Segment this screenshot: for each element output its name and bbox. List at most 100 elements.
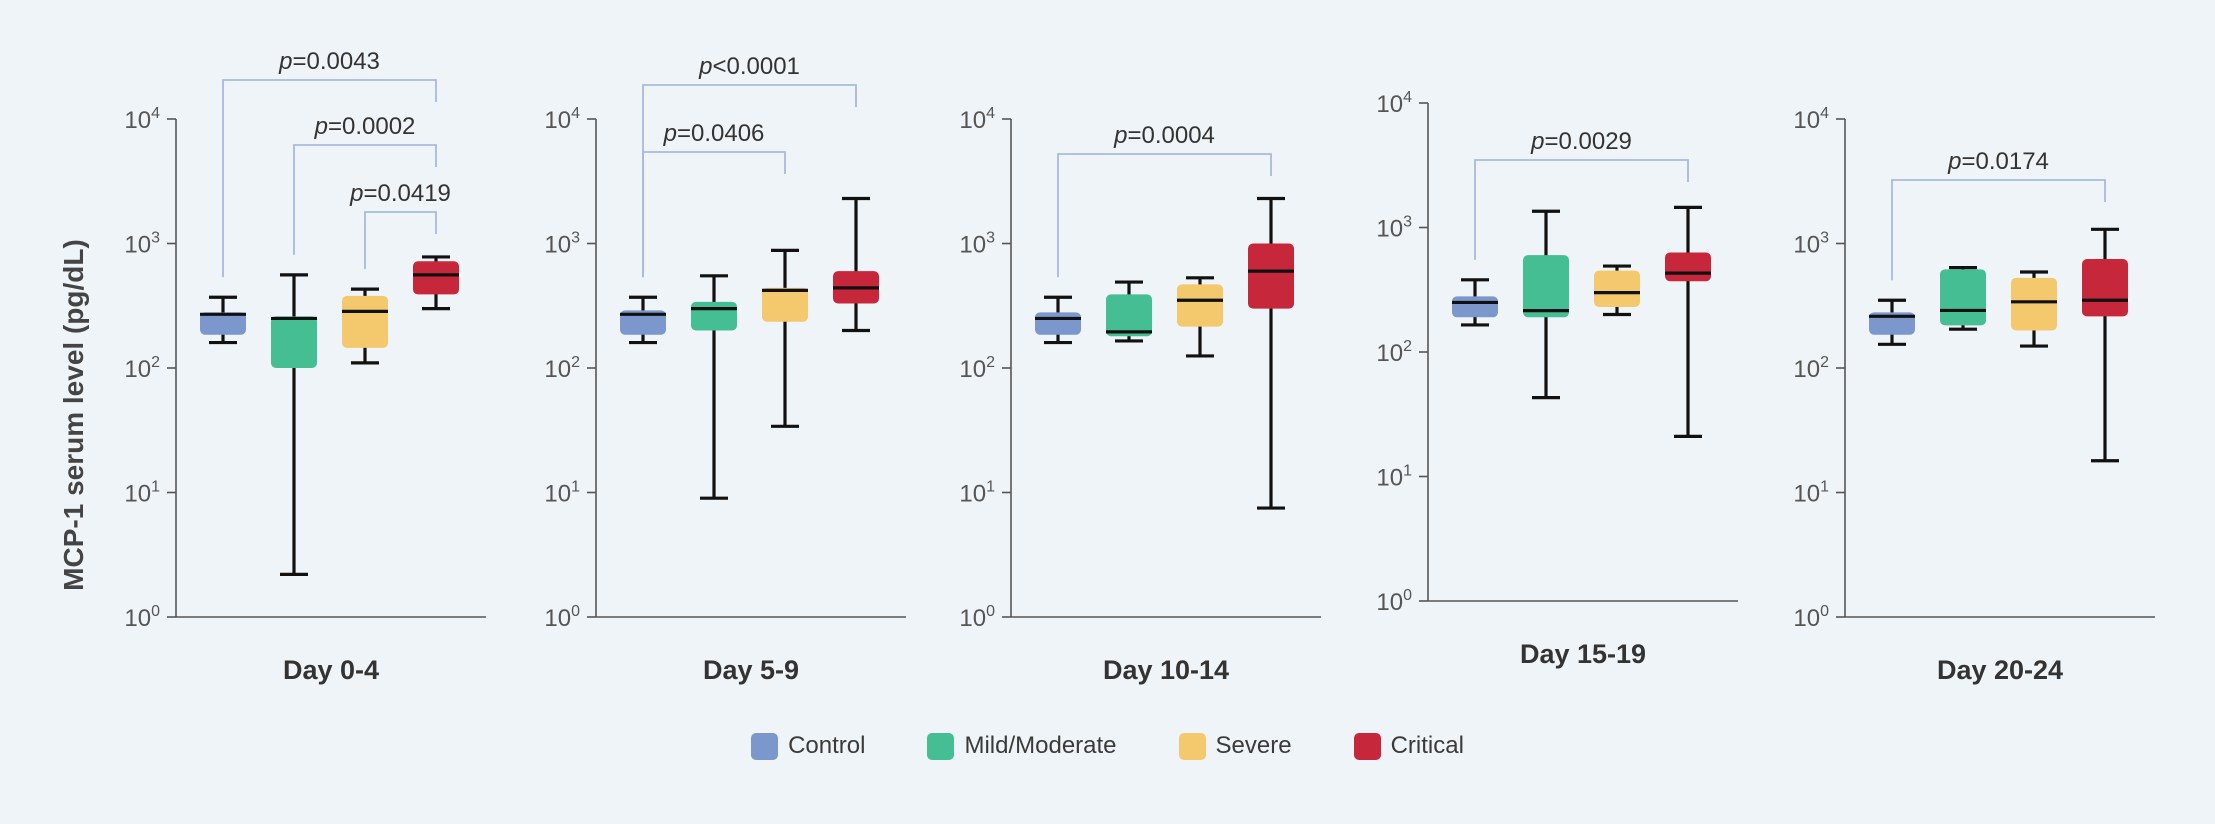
box-plot <box>1248 196 1294 510</box>
box <box>413 261 459 295</box>
p-value-label: p=0.0029 <box>1530 128 1632 155</box>
box <box>1940 269 1986 326</box>
significance-bracket: p=0.0043 <box>222 48 437 278</box>
box <box>200 312 246 335</box>
y-tick-label: 104 <box>544 105 580 134</box>
chart-legend: Control Mild/Moderate Severe Critical <box>0 732 2215 760</box>
box-plot <box>2082 227 2128 463</box>
y-tick-label: 100 <box>544 603 580 632</box>
significance-bracket: p=0.0174 <box>1891 148 2106 281</box>
panel-label: Day 5-9 <box>703 655 799 685</box>
panel: 100 101 102 103 104 Day 0-4 p=0.0043 p=0.0002 p=… <box>124 48 486 685</box>
box <box>1523 255 1569 318</box>
box <box>1452 296 1498 318</box>
y-tick-label: 103 <box>959 230 995 259</box>
legend-swatch <box>1178 732 1206 760</box>
significance-bracket: p=0.0004 <box>1057 122 1272 278</box>
y-tick-label: 104 <box>959 105 995 134</box>
y-tick-label: 104 <box>1793 105 1829 134</box>
box-plot <box>1106 280 1152 343</box>
box <box>620 310 666 335</box>
box-plot <box>691 274 737 500</box>
box-plot <box>342 287 388 365</box>
y-tick-label: 104 <box>124 105 160 134</box>
bracket-line <box>1474 159 1689 260</box>
bracket-line <box>364 211 437 270</box>
box-plot <box>200 295 246 345</box>
legend-swatch <box>751 732 779 760</box>
legend-label: Mild/Moderate <box>964 732 1117 759</box>
box <box>342 295 388 348</box>
box <box>691 301 737 331</box>
p-value-label: p=0.0004 <box>1113 122 1215 149</box>
y-tick-label: 104 <box>1376 89 1412 118</box>
y-tick-label: 102 <box>1376 338 1412 367</box>
y-tick-label: 100 <box>959 603 995 632</box>
box-plot <box>833 196 879 333</box>
box-plot <box>413 255 459 311</box>
box-plot <box>1452 278 1498 327</box>
box <box>1665 252 1711 282</box>
panel: 100 101 102 103 104 Day 5-9 p<0.0001 p=0.0406 <box>544 53 906 685</box>
y-tick-label: 101 <box>959 479 995 508</box>
bracket-line <box>222 79 437 278</box>
panel-label: Day 0-4 <box>283 655 379 685</box>
box-plot <box>271 273 317 576</box>
box <box>762 287 808 322</box>
y-axis-label: MCP-1 serum level (pg/dL) <box>58 239 89 591</box>
box-plot <box>1665 205 1711 438</box>
significance-bracket: p<0.0001 <box>642 53 857 278</box>
panel-label: Day 20-24 <box>1937 655 2063 685</box>
y-tick-label: 101 <box>1376 463 1412 492</box>
panel-label: Day 10-14 <box>1103 655 1229 685</box>
y-tick-label: 100 <box>1793 603 1829 632</box>
y-tick-label: 103 <box>544 230 580 259</box>
y-tick-label: 100 <box>1376 587 1412 616</box>
y-tick-label: 103 <box>124 230 160 259</box>
y-tick-label: 100 <box>124 603 160 632</box>
box-plot <box>620 295 666 345</box>
bracket-line <box>642 151 786 278</box>
y-tick-label: 101 <box>124 479 160 508</box>
p-value-label: p=0.0406 <box>663 120 765 147</box>
bracket-line <box>1057 153 1272 278</box>
legend-swatch <box>1353 732 1381 760</box>
box-plot <box>1177 276 1223 358</box>
y-tick-label: 102 <box>959 354 995 383</box>
p-value-label: p<0.0001 <box>698 53 800 80</box>
p-value-label: p=0.0002 <box>314 113 416 140</box>
p-value-label: p=0.0419 <box>349 180 451 207</box>
bracket-line <box>642 84 857 278</box>
panel-label: Day 15-19 <box>1520 639 1646 669</box>
panel: 100 101 102 103 104 Day 20-24 p=0.0174 <box>1793 105 2155 685</box>
legend-item: Critical <box>1353 732 1464 760</box>
box-plot <box>1594 264 1640 317</box>
significance-bracket: p=0.0002 <box>293 113 437 255</box>
box <box>1035 312 1081 335</box>
y-tick-label: 103 <box>1793 230 1829 259</box>
panel: 100 101 102 103 104 Day 10-14 p=0.0004 <box>959 105 1321 685</box>
y-tick-label: 102 <box>1793 354 1829 383</box>
legend-item: Mild/Moderate <box>927 732 1117 760</box>
bracket-line <box>1891 179 2106 281</box>
box-plot <box>1940 266 1986 331</box>
legend-item: Severe <box>1178 732 1292 760</box>
box <box>271 316 317 368</box>
panel: 100 101 102 103 104 Day 15-19 p=0.0029 <box>1376 89 1738 669</box>
significance-bracket: p=0.0419 <box>349 180 451 270</box>
y-tick-label: 101 <box>544 479 580 508</box>
box <box>1106 294 1152 337</box>
y-tick-label: 102 <box>544 354 580 383</box>
legend-swatch <box>927 732 955 760</box>
y-tick-label: 101 <box>1793 479 1829 508</box>
legend-item: Control <box>751 732 865 760</box>
box-plot <box>1523 209 1569 400</box>
p-value-label: p=0.0043 <box>278 48 380 75</box>
legend-label: Control <box>788 732 866 759</box>
box <box>1177 284 1223 327</box>
significance-bracket: p=0.0029 <box>1474 128 1689 260</box>
y-tick-label: 102 <box>124 354 160 383</box>
box <box>1248 243 1294 309</box>
y-tick-label: 103 <box>1376 214 1412 243</box>
